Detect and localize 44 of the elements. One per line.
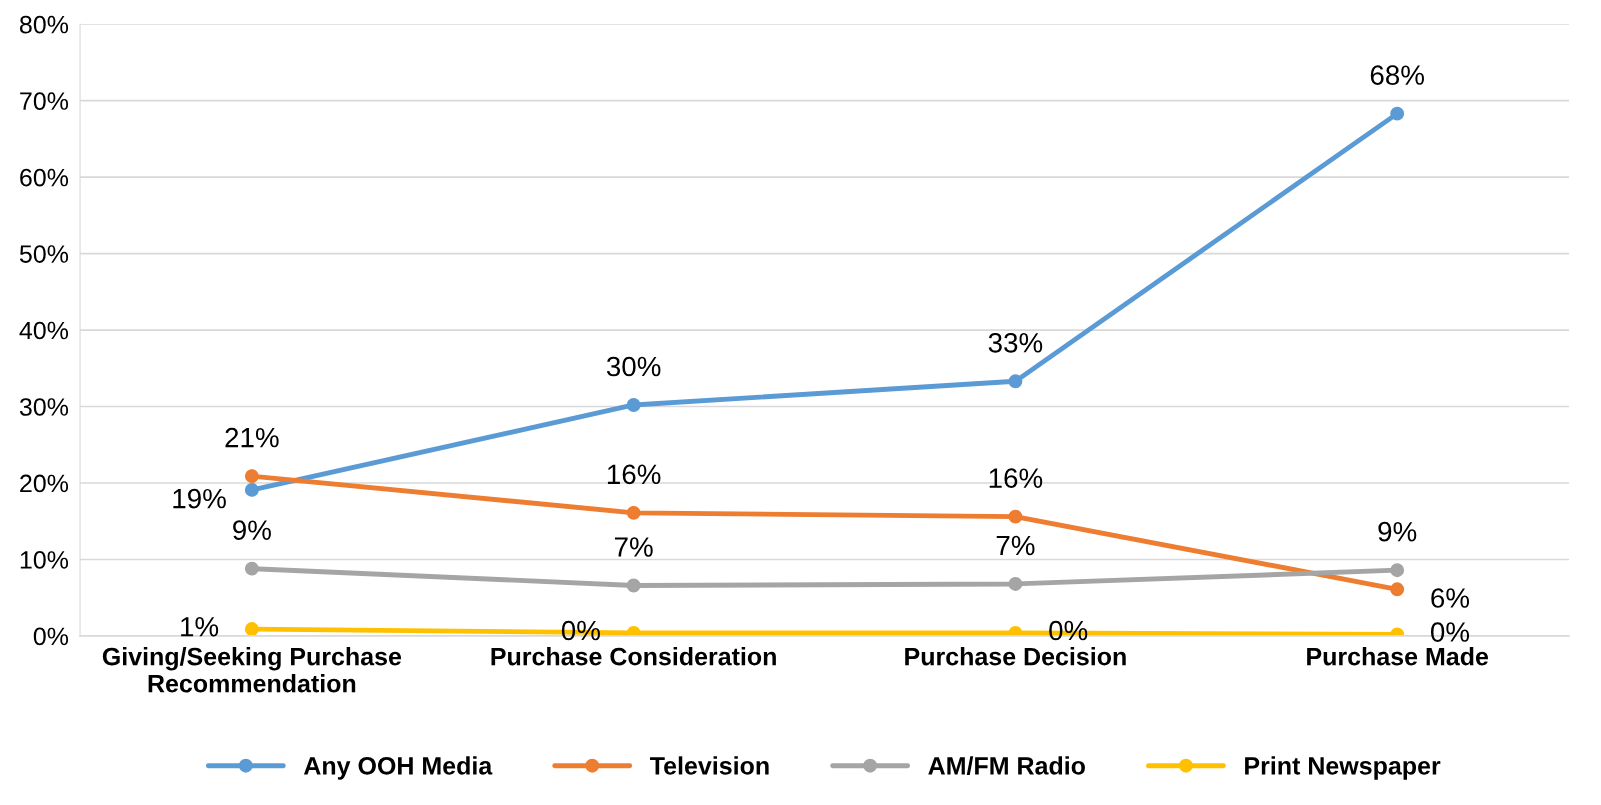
legend-label: Any OOH Media [303,756,493,780]
y-tick-label: 50% [19,245,69,263]
point [1008,509,1023,524]
point [626,398,641,412]
point [1008,374,1023,389]
data-label: 9% [233,520,271,540]
y-tick-label: 70% [20,92,69,110]
x-tick-label: Giving/Seeking Purchase Recommendation [102,647,402,693]
data-label: 19% [173,488,226,509]
legend-label: Print Newspaper [1245,756,1441,780]
data-label: 30% [606,356,661,377]
y-tick-label: 20% [20,474,69,493]
point [1008,577,1023,591]
y-tick-label: 60% [20,168,69,187]
data-label: 1% [181,616,219,637]
x-tick-label: Purchase Consideration [491,647,776,666]
point [244,622,259,636]
x-tick-label: Purchase Made [1307,647,1489,666]
legend-label: Television [650,756,769,775]
legend-label: AM/FM Radio [928,756,1085,775]
data-label: 16% [989,468,1043,488]
data-label: 68% [1370,65,1424,85]
point [1390,582,1405,597]
y-tick-label: 0% [33,627,69,646]
data-label: 7% [614,537,653,557]
point [1390,563,1405,578]
point [626,505,641,520]
y-tick-label: 40% [19,321,69,340]
data-label: 7% [996,535,1035,556]
point [244,561,259,576]
point [244,469,259,484]
x-tick-label: Purchase Decision [905,647,1126,666]
data-label: 9% [1378,521,1417,542]
point [626,578,641,593]
data-label: 33% [988,332,1043,353]
point [244,482,259,497]
data-label: 0% [1430,622,1470,642]
data-label: 6% [1431,588,1470,608]
y-tick-label: 80% [19,15,69,34]
y-tick-label: 30% [19,398,69,416]
data-label: 21% [225,427,279,448]
point [1390,106,1405,121]
data-label: 16% [607,464,661,485]
y-tick-label: 10% [20,551,69,569]
